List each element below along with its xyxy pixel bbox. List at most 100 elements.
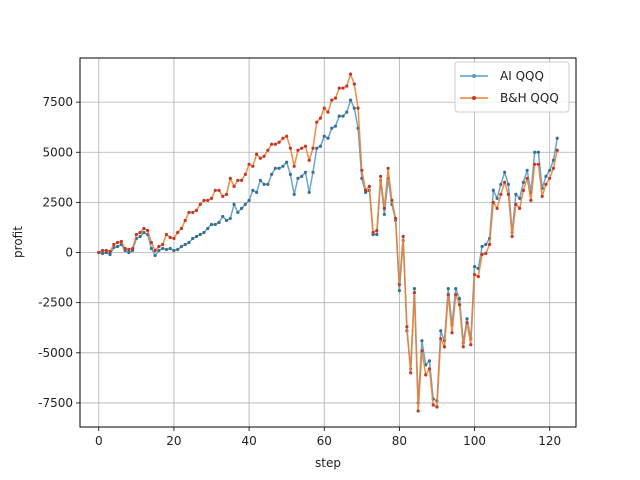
legend-marker-bh-qqq <box>472 96 476 100</box>
data-point-ai-qqq <box>454 287 458 291</box>
data-point-b-h-qqq <box>356 106 360 110</box>
data-point-b-h-qqq <box>134 232 138 237</box>
data-point-b-h-qqq <box>142 226 146 231</box>
data-point-b-h-qqq <box>465 321 469 325</box>
series-ai-qqq <box>97 98 559 405</box>
data-point-ai-qqq <box>239 206 244 211</box>
data-point-ai-qqq <box>202 230 206 235</box>
data-point-ai-qqq <box>446 287 450 291</box>
data-point-ai-qqq <box>247 198 251 202</box>
data-point-b-h-qqq <box>228 176 232 180</box>
data-point-b-h-qqq <box>352 82 356 86</box>
legend-box <box>454 61 570 113</box>
data-point-b-h-qqq <box>472 272 477 277</box>
data-point-b-h-qqq <box>555 148 559 152</box>
data-point-b-h-qqq <box>491 200 495 204</box>
data-point-b-h-qqq <box>247 162 251 166</box>
data-point-b-h-qqq <box>409 371 413 375</box>
data-point-ai-qqq <box>277 166 281 170</box>
data-point-b-h-qqq <box>345 84 349 88</box>
data-point-b-h-qqq <box>213 188 217 192</box>
data-point-b-h-qqq <box>277 140 281 144</box>
data-point-b-h-qqq <box>236 178 240 182</box>
data-point-b-h-qqq <box>401 234 405 239</box>
data-point-b-h-qqq <box>510 234 514 239</box>
data-point-ai-qqq <box>115 244 120 249</box>
data-point-b-h-qqq <box>202 198 206 202</box>
data-point-ai-qqq <box>209 222 214 227</box>
data-point-ai-qqq <box>514 192 518 196</box>
data-point-b-h-qqq <box>131 246 135 251</box>
data-point-ai-qqq <box>161 246 165 251</box>
data-point-ai-qqq <box>273 166 277 170</box>
data-point-ai-qqq <box>352 106 356 110</box>
data-point-ai-qqq <box>176 247 180 252</box>
grid-lines <box>80 58 576 427</box>
data-point-b-h-qqq <box>326 110 330 114</box>
data-point-b-h-qqq <box>525 176 529 180</box>
data-point-b-h-qqq <box>255 152 259 156</box>
data-point-ai-qqq <box>100 251 105 256</box>
data-point-ai-qqq <box>491 188 495 192</box>
data-point-b-h-qqq <box>300 146 304 150</box>
data-point-b-h-qqq <box>179 226 184 231</box>
y-tick-label: 5000 <box>42 145 73 159</box>
y-axis: -7500 -5000 -2500 0 2500 5000 7500 <box>38 95 80 410</box>
data-point-ai-qqq <box>149 246 153 251</box>
data-point-b-h-qqq <box>288 146 293 150</box>
data-point-b-h-qqq <box>487 242 492 247</box>
data-point-ai-qqq <box>194 234 199 239</box>
data-point-b-h-qqq <box>176 230 180 235</box>
data-point-ai-qqq <box>142 230 146 235</box>
data-point-ai-qqq <box>183 242 187 247</box>
y-tick-label: -2500 <box>38 296 73 310</box>
data-point-ai-qqq <box>420 339 424 343</box>
data-point-ai-qqq <box>315 146 319 150</box>
data-point-ai-qqq <box>266 182 270 186</box>
data-point-b-h-qqq <box>544 182 548 186</box>
data-point-ai-qqq <box>333 124 338 128</box>
data-point-b-h-qqq <box>221 194 225 198</box>
data-point-ai-qqq <box>439 329 443 333</box>
legend: AI QQQ B&H QQQ <box>454 61 570 113</box>
data-point-ai-qqq <box>300 174 304 178</box>
data-point-ai-qqq <box>258 178 262 182</box>
data-point-ai-qqq <box>179 244 184 249</box>
data-point-b-h-qqq <box>153 248 157 253</box>
data-point-b-h-qqq <box>224 192 229 196</box>
data-point-b-h-qqq <box>461 345 465 349</box>
data-point-ai-qqq <box>397 289 401 293</box>
data-point-b-h-qqq <box>318 116 323 120</box>
data-point-ai-qqq <box>255 190 259 194</box>
data-point-b-h-qqq <box>330 98 334 102</box>
data-point-ai-qqq <box>187 240 191 245</box>
data-point-ai-qqq <box>503 170 507 174</box>
data-point-b-h-qqq <box>382 206 386 211</box>
data-point-ai-qqq <box>506 182 510 186</box>
data-point-b-h-qqq <box>270 142 274 146</box>
data-point-b-h-qqq <box>217 188 221 192</box>
data-point-b-h-qqq <box>168 235 172 240</box>
data-point-ai-qqq <box>217 220 221 225</box>
data-point-b-h-qqq <box>442 345 447 349</box>
x-axis: 0 20 40 60 80 100 120 <box>95 427 561 448</box>
data-point-b-h-qqq <box>285 134 289 138</box>
y-tick-label: 0 <box>65 246 73 260</box>
data-point-b-h-qqq <box>333 96 338 100</box>
data-point-b-h-qqq <box>518 206 522 211</box>
x-tick-label: 20 <box>166 434 181 448</box>
data-point-b-h-qqq <box>536 162 541 166</box>
data-point-b-h-qqq <box>446 293 450 297</box>
data-point-ai-qqq <box>318 144 323 148</box>
data-point-ai-qqq <box>499 182 503 186</box>
data-point-b-h-qqq <box>127 247 131 252</box>
data-point-b-h-qqq <box>100 248 105 253</box>
data-point-ai-qqq <box>495 196 499 200</box>
data-point-b-h-qqq <box>273 142 277 146</box>
data-point-ai-qqq <box>157 248 161 253</box>
data-point-b-h-qqq <box>262 154 266 158</box>
x-tick-label: 80 <box>392 434 407 448</box>
data-point-b-h-qqq <box>548 176 552 180</box>
data-point-ai-qqq <box>232 202 236 206</box>
